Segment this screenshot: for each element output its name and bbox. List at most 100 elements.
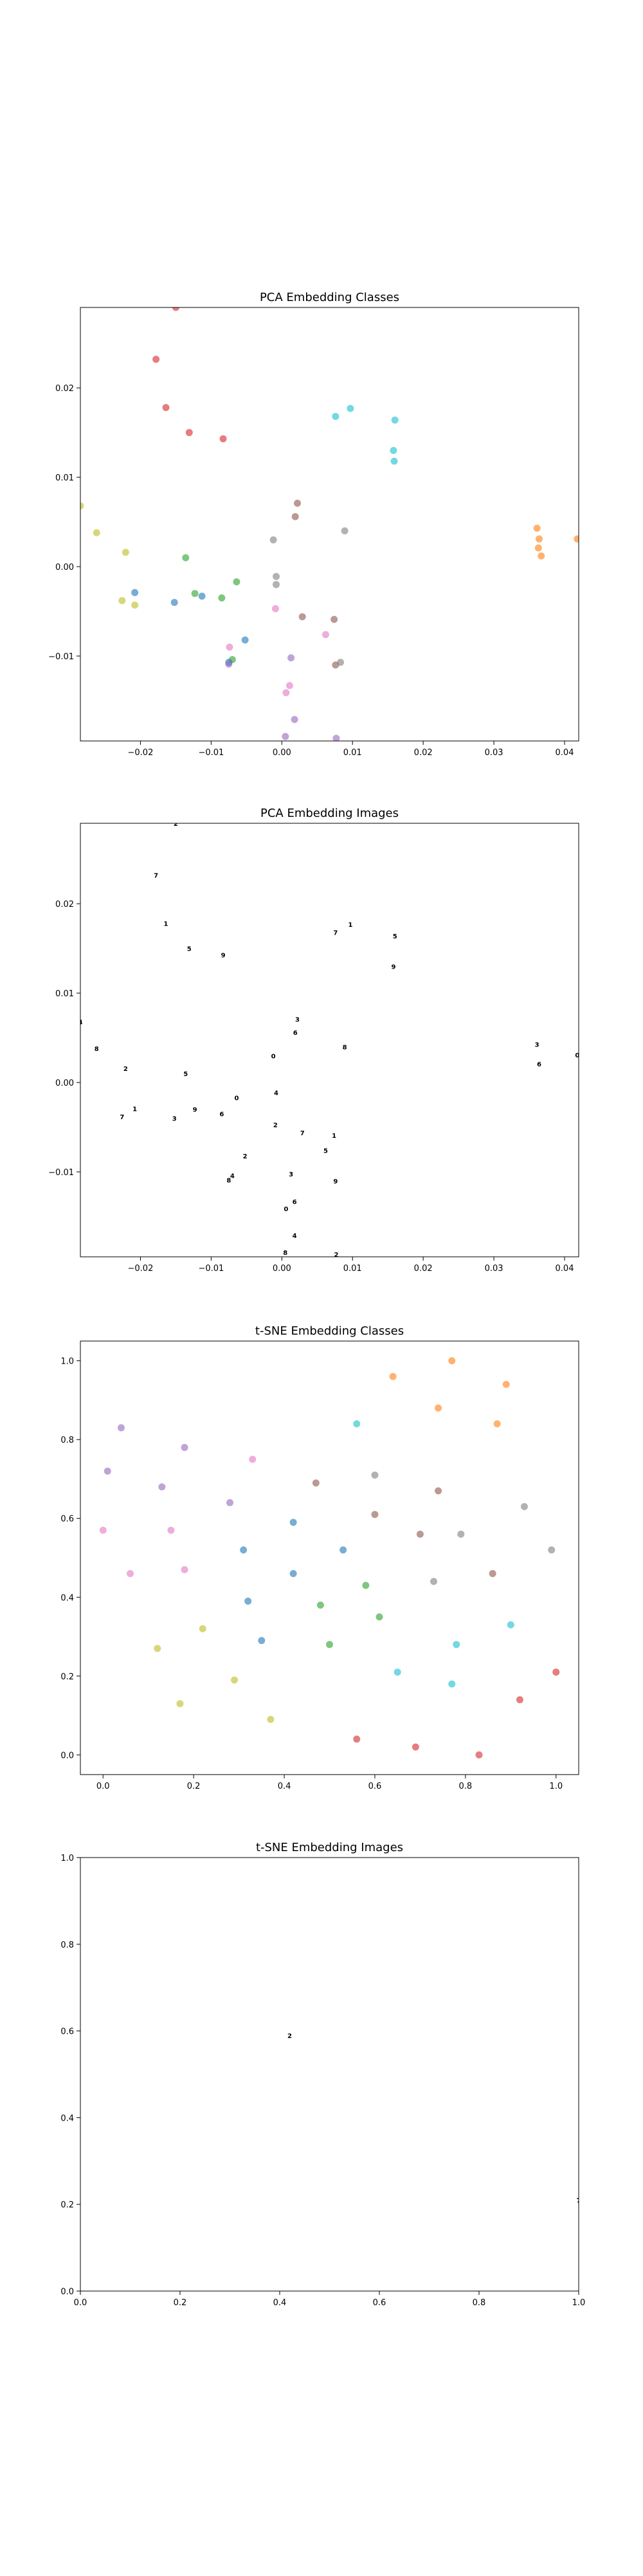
scatter-point: [267, 1715, 275, 1723]
digit-image-marker: 7: [333, 930, 338, 937]
digit-image-marker: 1: [164, 921, 168, 928]
scatter-point: [152, 356, 160, 363]
digit-image-marker: 5: [187, 946, 192, 953]
scatter-point: [326, 1641, 333, 1649]
y-tick-label: 0.0: [60, 2287, 74, 2297]
digit-image-marker: 9: [333, 1178, 338, 1185]
digit-image-marker: 4: [230, 1173, 235, 1180]
digit-image-marker: 7: [120, 1114, 124, 1121]
scatter-point: [198, 592, 206, 600]
scatter-point: [574, 535, 579, 543]
scatter-point: [371, 1471, 379, 1479]
x-tick-label: 0.02: [414, 1264, 433, 1274]
x-tick-label: −0.01: [198, 748, 224, 758]
scatter-point: [273, 581, 280, 589]
digit-image-marker: 9: [221, 952, 226, 959]
scatter-point: [435, 1487, 442, 1495]
plot-title: t-SNE Embedding Images: [256, 1841, 403, 1854]
x-tick-label: −0.02: [128, 1264, 154, 1274]
scatter-point: [287, 654, 295, 662]
data-points: 27: [287, 2032, 581, 2204]
digit-image-marker: 3: [535, 1041, 539, 1048]
scatter-point: [258, 1637, 266, 1645]
scatter-point: [493, 1420, 501, 1428]
data-points: [80, 307, 579, 741]
digit-image-marker: 9: [392, 964, 396, 971]
digit-image-marker: 4: [293, 1233, 297, 1240]
scatter-point: [199, 1625, 206, 1632]
scatter-point: [191, 590, 199, 598]
scatter-point: [371, 1511, 379, 1519]
scatter-point: [332, 413, 340, 421]
y-tick-label: 1.0: [60, 1357, 74, 1367]
scatter-point: [353, 1420, 361, 1428]
scatter-point: [117, 1424, 125, 1432]
scatter-point: [181, 1566, 188, 1573]
scatter-point: [273, 572, 280, 580]
scatter-point: [534, 544, 542, 552]
scatter-point: [341, 527, 349, 534]
scatter-point: [93, 529, 100, 536]
x-tick-label: 0.6: [373, 2298, 386, 2308]
x-tick-label: 0.4: [278, 1782, 291, 1791]
y-tick-label: 0.00: [55, 563, 74, 572]
scatter-point: [448, 1357, 456, 1365]
scatter-point: [412, 1743, 419, 1751]
subplot-3: t-SNE Embedding Classes 0.0 0.2 0.4 0.6 0.8 1.…: [60, 1324, 579, 1791]
scatter-point: [122, 549, 129, 556]
digit-image-marker: 6: [293, 1030, 298, 1037]
digit-image-marker: 4: [78, 1019, 83, 1027]
scatter-point: [118, 597, 126, 605]
digit-image-marker: 2: [287, 2032, 292, 2040]
scatter-point: [312, 1479, 320, 1487]
x-tick-label: 0.00: [273, 1264, 291, 1274]
subplot-1: PCA Embedding Classes −0.02 −0.01 0.00 0.01 0…: [48, 291, 579, 758]
scatter-point: [533, 524, 541, 532]
scatter-point: [347, 405, 354, 412]
scatter-point: [548, 1546, 556, 1554]
scatter-point: [181, 1443, 188, 1451]
y-tick-label: 0.6: [60, 2027, 74, 2037]
scatter-point: [285, 682, 293, 690]
scatter-point: [332, 735, 340, 741]
scatter-point: [225, 660, 233, 668]
scatter-point: [244, 1597, 252, 1605]
y-tick-label: −0.01: [48, 652, 74, 662]
digit-image-marker: 2: [243, 1153, 248, 1160]
x-tick-label: 0.02: [414, 748, 433, 758]
x-tick-label: 0.04: [556, 1264, 574, 1274]
digit-image-marker: 5: [183, 1071, 188, 1078]
scatter-point: [131, 601, 139, 609]
scatter-point: [353, 1735, 361, 1743]
scatter-point: [453, 1641, 460, 1649]
digit-image-marker: 8: [226, 1177, 231, 1184]
y-tick-label: 0.02: [55, 900, 74, 909]
scatter-point: [448, 1680, 456, 1688]
scatter-point: [131, 589, 139, 596]
scatter-point: [127, 1570, 134, 1578]
scatter-point: [170, 599, 178, 607]
y-tick-label: 0.02: [55, 384, 74, 394]
scatter-point: [340, 1546, 347, 1554]
scatter-point: [282, 733, 289, 740]
digit-image-marker: 8: [343, 1044, 347, 1051]
scatter-point: [376, 1613, 383, 1621]
plot-frame: [80, 1857, 579, 2292]
scatter-point: [231, 1676, 239, 1684]
scatter-point: [226, 643, 233, 651]
scatter-point: [167, 1526, 175, 1534]
digit-image-marker: 7: [577, 2197, 581, 2204]
scatter-point: [269, 536, 277, 544]
x-tick-label: 0.01: [343, 748, 362, 758]
scatter-point: [489, 1570, 496, 1578]
y-tick-label: 0.00: [55, 1079, 74, 1088]
scatter-point: [362, 1582, 370, 1589]
scatter-point: [182, 554, 190, 562]
plot-title: t-SNE Embedding Classes: [255, 1324, 404, 1338]
digit-image-marker: 6: [537, 1061, 541, 1068]
plot-title: PCA Embedding Classes: [260, 291, 399, 304]
x-tick-label: 0.01: [343, 1264, 362, 1274]
plot-frame: [80, 823, 579, 1257]
y-tick-label: 0.8: [60, 1436, 74, 1445]
